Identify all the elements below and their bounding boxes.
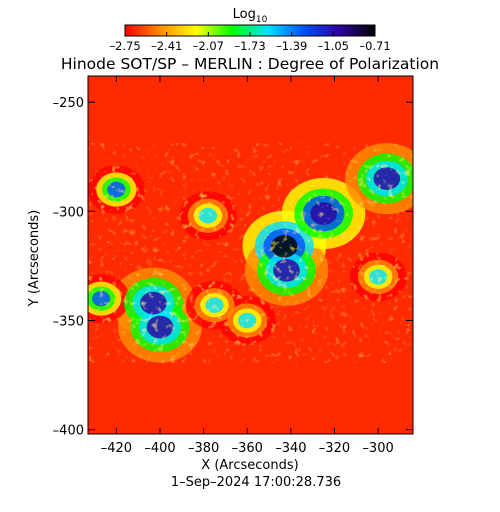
heatmap-region xyxy=(238,312,257,329)
colorbar-tick-label: –1.73 xyxy=(234,39,265,53)
y-tick-label: –250 xyxy=(53,96,84,111)
heatmap-region xyxy=(369,269,388,285)
y-axis-label: Y (Arcseconds) xyxy=(27,210,42,307)
x-tick-label: –320 xyxy=(319,441,350,456)
colorbar-tick-label: –0.71 xyxy=(359,39,390,53)
chart-title: Hinode SOT/SP – MERLIN : Degree of Polar… xyxy=(61,55,439,73)
x-tick-label: –420 xyxy=(101,441,132,456)
colorbar-tick-label: –1.05 xyxy=(318,39,349,53)
colorbar-tick-label: –2.07 xyxy=(193,39,224,53)
heatmap-region xyxy=(271,234,298,258)
colorbar-title: Log10 xyxy=(233,7,268,25)
x-tick-label: –380 xyxy=(188,441,219,456)
heatmap-region xyxy=(310,202,337,225)
colorbar-title-main: Log xyxy=(233,7,256,22)
colorbar-tick-label: –1.39 xyxy=(276,39,307,53)
plot-area xyxy=(88,76,413,434)
colorbar-tick-label: –2.75 xyxy=(109,39,140,53)
x-tick-label: –360 xyxy=(232,441,263,456)
heatmap-region xyxy=(373,167,401,190)
heatmap-region xyxy=(205,297,224,313)
heatmap-region xyxy=(273,258,300,282)
heatmap-region xyxy=(146,315,174,339)
colorbar-title-sub: 10 xyxy=(256,15,268,25)
y-tick-label: –400 xyxy=(53,424,84,439)
date-label: 1–Sep–2024 17:00:28.736 xyxy=(171,475,341,490)
colorbar-ticks: –2.75 –2.41 –2.07 –1.73 –1.39 –1.05 –0.71 xyxy=(109,32,391,53)
heatmap-region xyxy=(140,291,167,315)
x-tick-label: –300 xyxy=(362,441,393,456)
x-tick-label: –340 xyxy=(275,441,306,456)
heatmap-region xyxy=(107,181,126,198)
x-tick-label: –400 xyxy=(144,441,175,456)
x-axis-label: X (Arcseconds) xyxy=(201,458,298,473)
heatmap-features xyxy=(88,143,413,363)
y-tick-label: –350 xyxy=(53,314,84,329)
y-axis: –250 –300 –350 –400 xyxy=(53,96,413,439)
colorbar: Log10 –2.75 –2.41 –2.07 –1.73 –1.39 –1.05 –0.7… xyxy=(109,7,390,53)
plot-frame xyxy=(87,75,414,435)
heatmap-region xyxy=(91,290,111,307)
x-axis: –420 –400 –380 –360 –340 –320 –300 xyxy=(101,76,394,456)
y-tick-label: –300 xyxy=(53,205,84,220)
heatmap-region xyxy=(198,207,218,224)
colorbar-tick-label: –2.41 xyxy=(151,39,182,53)
